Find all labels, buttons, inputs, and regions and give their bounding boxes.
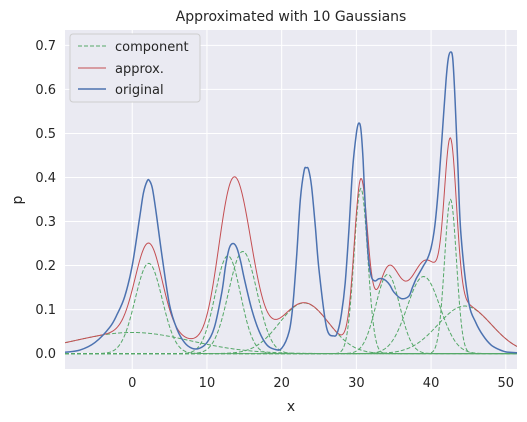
x-tick-label: 40 (423, 376, 440, 391)
legend-label-original: original (115, 83, 164, 98)
component-curve-10 (65, 305, 517, 355)
y-tick-label: 0.3 (35, 215, 56, 230)
x-tick-label: 30 (348, 376, 365, 391)
legend-label-approx: approx. (115, 62, 164, 77)
original-curve (65, 51, 517, 354)
approx-curve (65, 137, 517, 347)
x-tick-label: 50 (498, 376, 515, 391)
component-curves (65, 187, 517, 355)
legend: component approx. original (69, 33, 201, 103)
x-tick-label: 0 (128, 376, 136, 391)
chart-title: Approximated with 10 Gaussians (176, 9, 407, 25)
y-tick-label: 0.1 (35, 303, 56, 318)
y-tick-label: 0.2 (35, 259, 56, 274)
approx-curve-group (65, 137, 517, 347)
legend-box (69, 33, 201, 103)
x-tick-label: 10 (199, 376, 216, 391)
x-tick-labels: 0 10 20 30 40 50 (128, 376, 514, 391)
x-tick-label: 20 (273, 376, 290, 391)
original-curve-group (65, 51, 517, 354)
y-axis-label: p (10, 195, 26, 204)
y-tick-label: 0.7 (35, 39, 56, 54)
y-tick-label: 0.4 (35, 171, 56, 186)
y-tick-label: 0.6 (35, 83, 56, 98)
legend-label-component: component (115, 40, 189, 55)
y-tick-labels: 0.0 0.1 0.2 0.3 0.4 0.5 0.6 0.7 (35, 39, 56, 362)
y-tick-label: 0.0 (35, 347, 56, 362)
y-tick-label: 0.5 (35, 127, 56, 142)
x-axis-label: x (287, 399, 295, 415)
